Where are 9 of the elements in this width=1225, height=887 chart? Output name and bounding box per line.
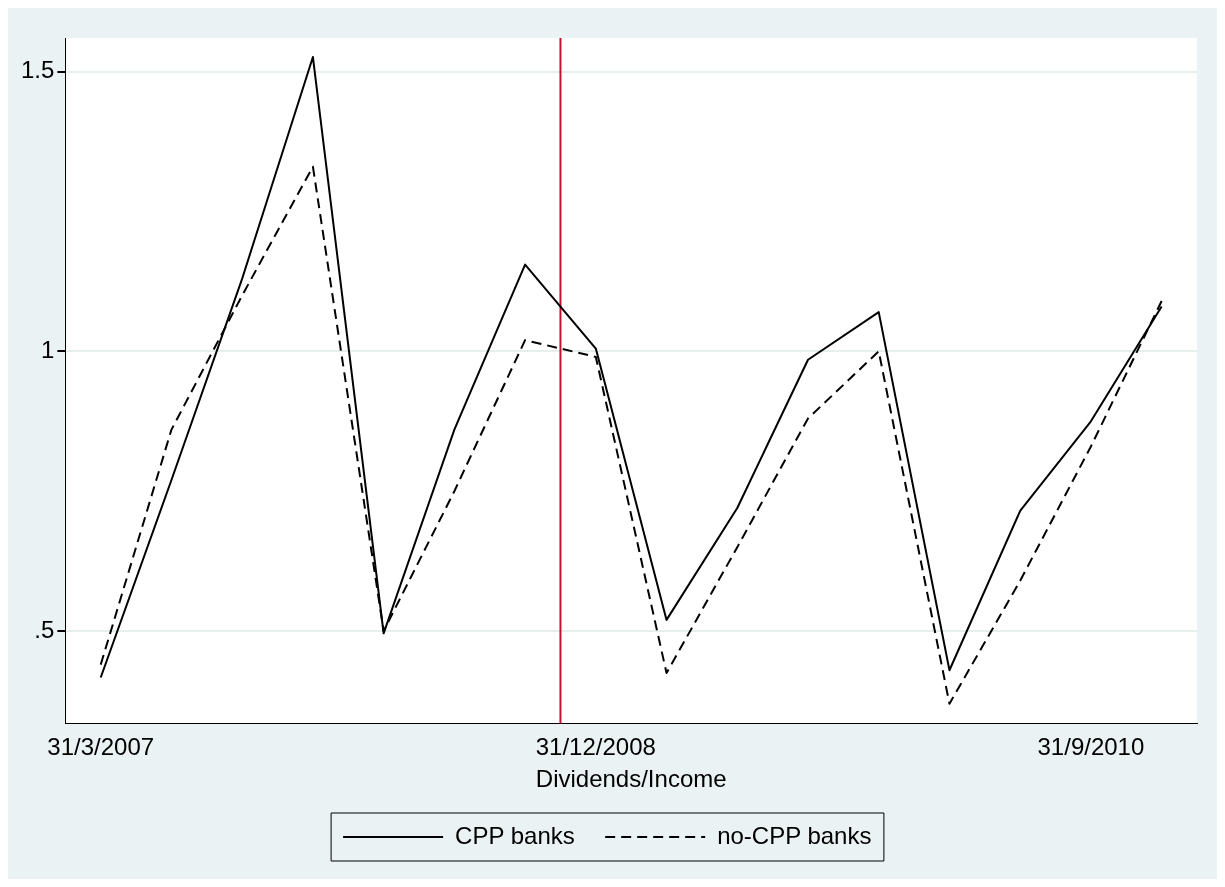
x-tick-label: 31/12/2008 <box>535 733 656 761</box>
legend-label: CPP banks <box>455 821 575 849</box>
x-tick-label: 31/3/2007 <box>47 733 155 761</box>
y-tick-label: 1.5 <box>20 56 55 84</box>
x-tick-label: 31/9/2010 <box>1037 733 1145 761</box>
y-tick-label: .5 <box>34 615 55 643</box>
x-axis-title: Dividends/Income <box>535 765 727 793</box>
y-tick-label: 1 <box>41 335 55 363</box>
legend-label: no-CPP banks <box>717 821 872 849</box>
